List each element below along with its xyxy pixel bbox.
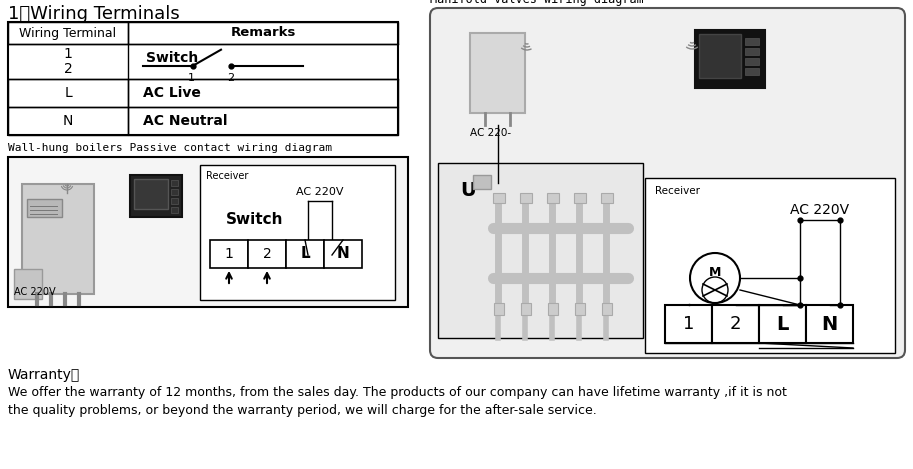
Bar bbox=[493, 193, 505, 203]
Text: We offer the warranty of 12 months, from the sales day. The products of our comp: We offer the warranty of 12 months, from… bbox=[8, 386, 787, 399]
Bar bbox=[470, 33, 525, 113]
Bar bbox=[521, 303, 531, 315]
Bar bbox=[602, 303, 612, 315]
Bar bbox=[494, 303, 504, 315]
Text: L: L bbox=[64, 86, 72, 100]
Bar bbox=[22, 184, 94, 294]
Bar bbox=[547, 193, 559, 203]
Text: Switch: Switch bbox=[226, 212, 284, 227]
Bar bbox=[286, 240, 324, 268]
Text: 1: 1 bbox=[225, 247, 234, 261]
Bar bbox=[601, 193, 613, 203]
Text: N: N bbox=[822, 315, 837, 333]
Text: 1: 1 bbox=[187, 73, 194, 83]
Bar bbox=[745, 58, 759, 65]
Bar bbox=[14, 269, 42, 299]
Bar bbox=[128, 79, 398, 107]
Bar bbox=[699, 34, 741, 78]
Text: Receiver: Receiver bbox=[655, 186, 700, 196]
Text: Switch: Switch bbox=[146, 51, 198, 65]
Text: 2: 2 bbox=[263, 247, 271, 261]
Text: 2: 2 bbox=[729, 315, 741, 333]
Bar bbox=[8, 22, 128, 44]
Text: M: M bbox=[708, 266, 721, 280]
Text: Wiring Terminal: Wiring Terminal bbox=[19, 27, 117, 39]
Bar bbox=[745, 38, 759, 45]
Bar bbox=[520, 193, 532, 203]
Text: Remarks: Remarks bbox=[230, 27, 296, 39]
Bar bbox=[695, 30, 765, 88]
Text: AC 220-: AC 220- bbox=[470, 128, 511, 138]
Text: Manifold valves wiring diagram: Manifold valves wiring diagram bbox=[430, 0, 644, 6]
Bar bbox=[665, 305, 712, 343]
Text: N: N bbox=[63, 114, 73, 128]
Bar bbox=[171, 189, 178, 195]
Bar bbox=[248, 240, 286, 268]
Bar bbox=[712, 305, 759, 343]
Bar bbox=[171, 207, 178, 213]
Text: 2: 2 bbox=[227, 73, 235, 83]
Bar bbox=[27, 199, 62, 217]
Bar bbox=[745, 48, 759, 55]
Bar bbox=[128, 22, 398, 44]
Bar bbox=[745, 68, 759, 75]
Bar bbox=[171, 198, 178, 204]
Bar bbox=[128, 107, 398, 135]
Bar bbox=[759, 305, 806, 343]
Text: AC 220V: AC 220V bbox=[14, 287, 56, 297]
Text: N: N bbox=[337, 247, 350, 262]
Text: Wall-hung boilers Passive contact wiring diagram: Wall-hung boilers Passive contact wiring… bbox=[8, 143, 332, 153]
Bar bbox=[210, 240, 248, 268]
Bar bbox=[171, 180, 178, 186]
Text: AC 220V: AC 220V bbox=[296, 187, 344, 197]
Bar bbox=[8, 107, 128, 135]
Text: L: L bbox=[300, 247, 310, 262]
Text: Receiver: Receiver bbox=[206, 171, 248, 181]
Bar bbox=[645, 178, 895, 353]
Bar bbox=[438, 163, 643, 338]
Text: L: L bbox=[776, 315, 789, 333]
Text: AC Neutral: AC Neutral bbox=[143, 114, 227, 128]
Bar bbox=[8, 157, 408, 307]
Bar bbox=[324, 240, 362, 268]
Text: 2: 2 bbox=[64, 62, 72, 76]
Bar bbox=[574, 193, 586, 203]
Text: 1、Wiring Terminals: 1、Wiring Terminals bbox=[8, 5, 180, 23]
Bar bbox=[8, 79, 128, 107]
Bar bbox=[806, 305, 853, 343]
Bar bbox=[200, 165, 395, 300]
Text: 1: 1 bbox=[683, 315, 694, 333]
Bar bbox=[8, 22, 398, 135]
Text: 1: 1 bbox=[64, 47, 72, 61]
Bar bbox=[134, 179, 168, 209]
Text: AC Live: AC Live bbox=[143, 86, 201, 100]
Text: Warranty：: Warranty： bbox=[8, 368, 80, 382]
Bar bbox=[575, 303, 585, 315]
FancyBboxPatch shape bbox=[430, 8, 905, 358]
Bar bbox=[130, 175, 182, 217]
Text: AC 220V: AC 220V bbox=[791, 203, 850, 217]
Text: U: U bbox=[460, 181, 476, 200]
Text: the quality problems, or beyond the warranty period, we will charge for the afte: the quality problems, or beyond the warr… bbox=[8, 404, 597, 417]
Bar bbox=[548, 303, 558, 315]
Bar bbox=[473, 175, 491, 189]
